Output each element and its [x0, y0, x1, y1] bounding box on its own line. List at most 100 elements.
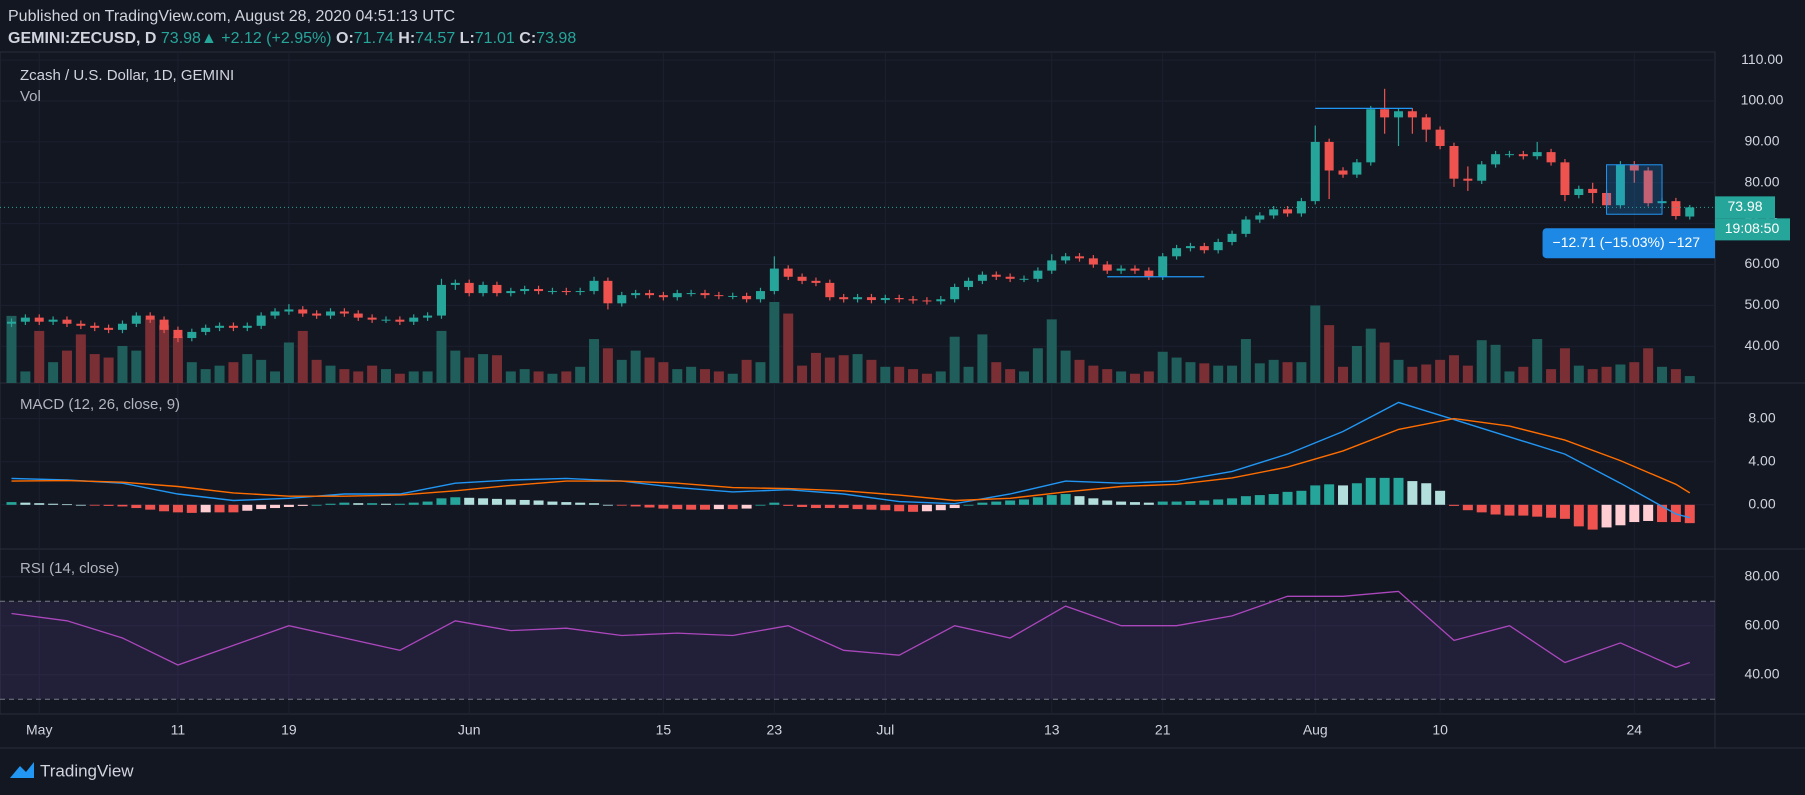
- volume-bar: [1393, 359, 1404, 383]
- histogram-bar: [1462, 504, 1473, 511]
- volume-bar: [408, 371, 419, 383]
- histogram-bar: [838, 504, 849, 509]
- histogram-bar: [1490, 504, 1501, 515]
- volume-bar: [159, 325, 170, 383]
- symbol-line: GEMINI:ZECUSD, D 73.98▲ +2.12 (+2.95%) O…: [8, 28, 576, 50]
- volume-bar: [1213, 365, 1224, 383]
- volume-bar: [630, 350, 641, 383]
- histogram-bar: [1532, 504, 1543, 517]
- histogram-bar: [1157, 501, 1168, 505]
- candle-body: [728, 295, 738, 297]
- candle-body: [1463, 178, 1473, 181]
- volume-bar: [242, 354, 253, 383]
- histogram-bar: [270, 504, 281, 509]
- volume-bar: [769, 302, 780, 383]
- histogram-bar: [561, 502, 572, 505]
- volume-bar: [1435, 359, 1446, 383]
- candle-body: [339, 311, 349, 314]
- histogram-bar: [519, 499, 530, 505]
- histogram-bar: [1046, 495, 1057, 505]
- volume-bar: [1019, 371, 1030, 383]
- candle-body: [1061, 256, 1071, 261]
- measure-box: [1606, 164, 1663, 215]
- candle-body: [589, 280, 599, 292]
- x-tick-label: 13: [1044, 722, 1060, 738]
- volume-bar: [824, 357, 835, 383]
- histogram-bar: [436, 498, 447, 505]
- volume-bar: [353, 371, 364, 383]
- histogram-bar: [1116, 501, 1127, 505]
- volume-bar: [1670, 369, 1681, 383]
- histogram-bar: [75, 504, 86, 506]
- last-price-text: 73.98: [1727, 198, 1762, 214]
- candle-body: [1283, 209, 1293, 214]
- volume-bar: [1143, 371, 1154, 383]
- histogram-bar: [727, 504, 738, 510]
- candle-body: [298, 309, 308, 314]
- histogram-bar: [505, 499, 516, 505]
- candle-body: [1366, 109, 1376, 163]
- candle-body: [353, 313, 363, 318]
- histogram-bar: [686, 504, 697, 510]
- volume-bar: [921, 373, 932, 383]
- volume-bar: [880, 366, 891, 383]
- volume-bar: [991, 362, 1002, 383]
- y-tick-label: 8.00: [1748, 409, 1775, 425]
- candle-body: [547, 291, 557, 293]
- volume-bar: [491, 355, 502, 383]
- y-tick-label: 60.00: [1744, 255, 1779, 271]
- candle-body: [478, 284, 488, 294]
- volume-bar: [755, 362, 766, 383]
- histogram-bar: [1324, 484, 1335, 505]
- volume-bar: [1296, 362, 1307, 383]
- histogram-bar: [367, 503, 378, 505]
- volume-bar: [228, 362, 239, 383]
- volume-bar: [1032, 348, 1043, 383]
- candle-body: [1643, 170, 1653, 204]
- candle-body: [1491, 154, 1501, 165]
- x-tick-label: 21: [1155, 722, 1171, 738]
- histogram-bar: [1005, 500, 1016, 505]
- candle-body: [658, 295, 668, 298]
- volume-bar: [1088, 365, 1099, 383]
- volume-bar: [1476, 340, 1487, 383]
- candle-body: [1130, 268, 1140, 271]
- volume-bar: [866, 359, 877, 383]
- x-tick-label: 15: [656, 722, 672, 738]
- candle-body: [1629, 164, 1639, 171]
- ohlc-value: 71.74: [353, 30, 394, 47]
- candle-body: [575, 291, 585, 293]
- candle-body: [1546, 152, 1556, 163]
- candle-body: [1671, 201, 1681, 217]
- volume-bar: [575, 366, 586, 383]
- histogram-bar: [380, 503, 391, 505]
- x-tick-label: May: [26, 722, 52, 738]
- candle-body: [1477, 164, 1487, 181]
- histogram-bar: [6, 502, 17, 505]
- candle-body: [326, 311, 336, 316]
- logo-icon: [10, 762, 34, 778]
- volume-bar: [297, 330, 308, 383]
- x-tick-label: 11: [171, 722, 186, 738]
- histogram-bar: [1476, 504, 1487, 513]
- x-tick-label: 19: [281, 722, 297, 738]
- volume-bar: [1559, 348, 1570, 383]
- histogram-bar: [1254, 495, 1265, 505]
- volume-bar: [908, 369, 919, 383]
- x-tick-label: 24: [1627, 722, 1643, 738]
- histogram-bar: [1351, 483, 1362, 505]
- volume-bar: [1615, 364, 1626, 383]
- volume-bar: [1504, 371, 1515, 383]
- candle-body: [436, 284, 446, 316]
- candle-body: [866, 297, 876, 301]
- volume-bar: [1351, 345, 1362, 383]
- histogram-bar: [283, 504, 294, 507]
- y-tick-label: 80.00: [1744, 567, 1779, 583]
- volume-bar: [75, 334, 86, 383]
- volume-bar: [1684, 376, 1695, 383]
- histogram-bar: [1282, 491, 1293, 505]
- y-tick-label: 80.00: [1744, 173, 1779, 189]
- histogram-bar: [672, 504, 683, 510]
- candle-body: [1560, 162, 1570, 196]
